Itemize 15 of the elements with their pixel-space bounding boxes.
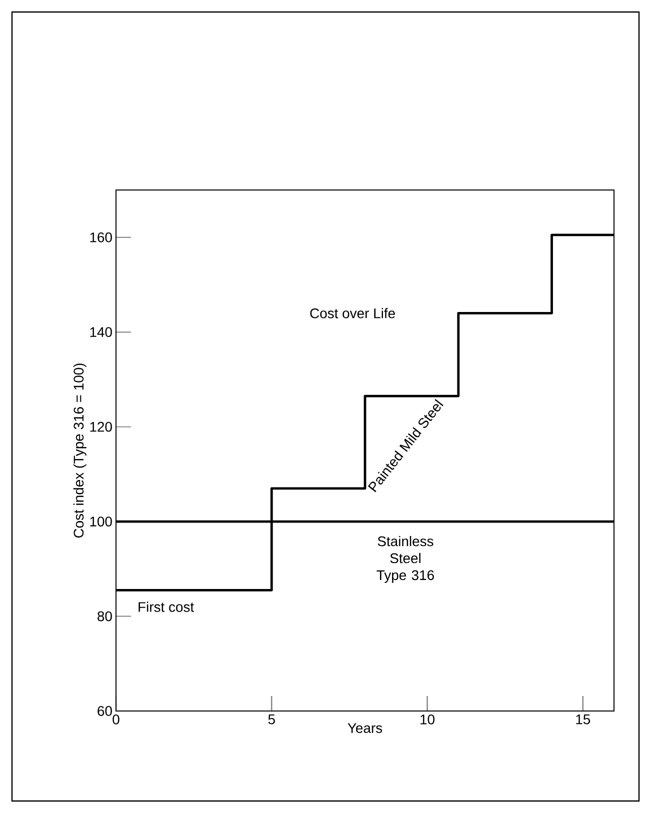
y-tick-label: 80 bbox=[98, 611, 112, 622]
y-tick-label: 100 bbox=[90, 516, 112, 526]
x-tick-label: 0 bbox=[112, 714, 120, 724]
x-tick-label: 5 bbox=[268, 714, 275, 724]
x-tick-label: 15 bbox=[576, 714, 590, 724]
y-tick-label: 140 bbox=[90, 327, 112, 338]
x-tick-label: 10 bbox=[420, 714, 434, 724]
y-axis-title: Cost index (Type 316 = 100) bbox=[73, 364, 86, 538]
series-label: Stainless Steel Type 316 bbox=[376, 536, 434, 583]
y-tick-label: 160 bbox=[90, 232, 112, 242]
annotation: First cost bbox=[138, 602, 194, 612]
y-tick-label: 120 bbox=[90, 422, 112, 432]
x-axis-title: Years bbox=[348, 723, 382, 733]
annotation: Cost over Life bbox=[310, 308, 395, 318]
y-tick-label: 60 bbox=[98, 706, 112, 716]
